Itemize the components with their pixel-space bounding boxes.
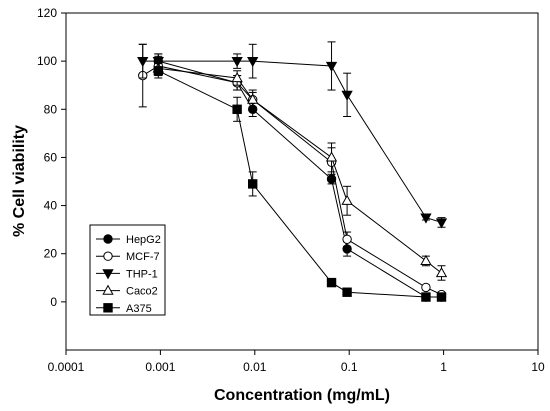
data-point-thp-1 (231, 57, 243, 68)
data-point-a375 (153, 66, 163, 76)
legend-label-thp-1: THP-1 (126, 268, 158, 280)
data-point-thp-1 (137, 57, 149, 68)
legend-marker-thp-1 (102, 269, 114, 280)
series-line-a375 (158, 70, 442, 298)
y-tick-label: 120 (37, 6, 57, 20)
data-point-a375 (421, 292, 431, 302)
legend-marker-caco2 (102, 284, 114, 295)
legend-marker-a375 (103, 303, 113, 313)
legend-label-hepg2: HepG2 (126, 234, 161, 246)
x-tick-label: 0.1 (341, 360, 358, 374)
data-point-caco2 (341, 194, 353, 205)
legend-marker-mcf-7 (103, 251, 113, 261)
y-tick-label: 100 (37, 54, 57, 68)
series-line-mcf-7 (142, 65, 442, 296)
x-tick-label: 1 (440, 360, 447, 374)
legend-label-mcf-7: MCF-7 (126, 251, 160, 263)
y-tick-label: 40 (44, 199, 58, 213)
series-caco2 (152, 62, 448, 281)
data-point-caco2 (435, 266, 448, 278)
plot-frame (65, 12, 539, 351)
legend-label-a375: A375 (126, 303, 152, 315)
data-point-a375 (247, 179, 258, 189)
data-point-caco2 (247, 93, 259, 104)
legend-marker-hepg2 (103, 234, 113, 244)
legend-label-caco2: Caco2 (126, 286, 158, 298)
legend-box (89, 224, 166, 316)
data-point-caco2 (420, 254, 432, 266)
x-tick-label: 0.01 (243, 360, 267, 374)
data-point-caco2 (231, 71, 243, 83)
series-a375 (153, 63, 447, 302)
series-hepg2 (153, 53, 447, 302)
data-point-thp-1 (325, 61, 338, 72)
series-thp-1 (137, 41, 448, 229)
data-point-mcf-7 (421, 282, 431, 293)
series-line-hepg2 (158, 60, 442, 298)
y-tick-label: 0 (50, 295, 57, 309)
series-mcf-7 (138, 43, 447, 300)
x-tick-label: 0.0001 (48, 360, 85, 374)
data-point-mcf-7 (342, 234, 352, 244)
data-point-a375 (326, 277, 337, 288)
legend: HepG2 MCF-7 THP-1 Caco2 A375 (89, 224, 166, 316)
x-axis-title: Concentration (mg/mL) (214, 387, 390, 404)
y-tick-label: 60 (44, 150, 58, 164)
data-point-caco2 (325, 151, 338, 162)
data-point-thp-1 (435, 218, 448, 229)
series-line-thp-1 (142, 60, 442, 223)
data-point-thp-1 (247, 57, 259, 68)
data-point-a375 (232, 104, 242, 114)
data-point-thp-1 (420, 213, 432, 224)
data-point-thp-1 (152, 57, 164, 68)
series-layer (137, 41, 448, 302)
x-tick-label: 0.001 (145, 360, 175, 374)
data-point-thp-1 (341, 90, 353, 101)
data-point-a375 (342, 287, 352, 297)
y-axis-title: % Cell viability (11, 125, 28, 237)
y-tick-label: 20 (44, 247, 58, 261)
x-tick-label: 10 (531, 360, 545, 374)
y-tick-label: 80 (44, 102, 58, 116)
data-point-a375 (436, 292, 447, 302)
